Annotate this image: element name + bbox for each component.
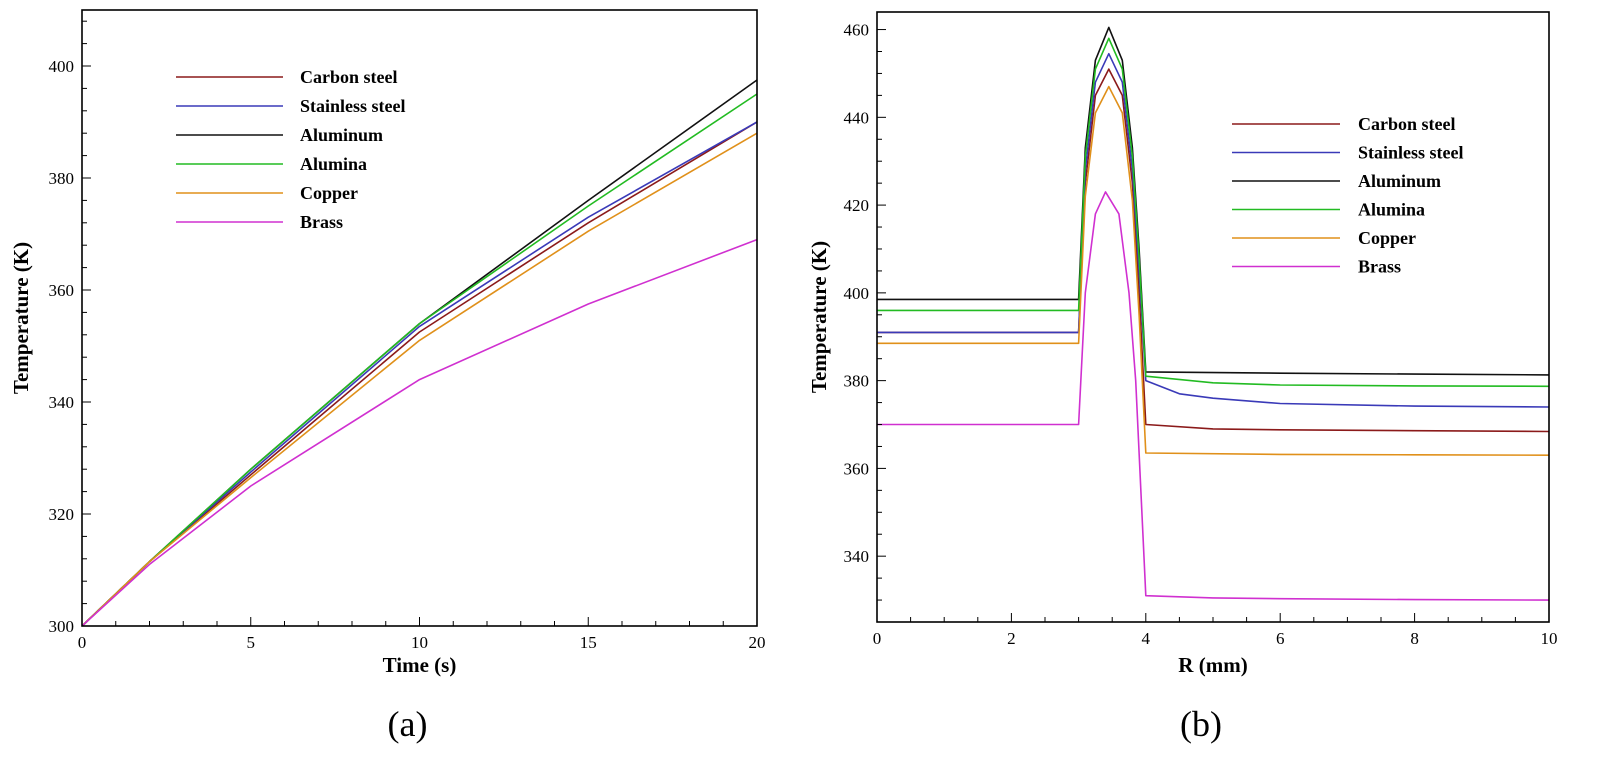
series-line-carbon-steel [81,121,758,627]
x-tick-label: 5 [247,633,256,652]
legend-label-alumina: Alumina [1358,200,1425,220]
y-tick-label: 440 [844,108,870,127]
legend-label-stainless-steel: Stainless steel [300,96,406,116]
y-axis-title: Temperature (K) [9,242,33,394]
legend-label-copper: Copper [1358,228,1416,248]
legend: Carbon steel Stainless steel Aluminum Alumi… [1232,114,1464,277]
y-tick-label: 340 [49,393,75,412]
x-tick-label: 20 [749,633,766,652]
x-tick-label: 10 [411,633,428,652]
series-line-brass [81,238,758,627]
panel-label: (b) [1180,704,1222,744]
panel-a: 0 5 10 15 20 300 320 340 360 380 400 Time (s) Temper… [9,9,766,744]
y-tick-label: 380 [49,169,75,188]
legend-label-carbon-steel: Carbon steel [1358,114,1456,134]
series-line-copper [877,85,1550,457]
x-tick-label: 8 [1410,629,1419,648]
legend-label-carbon-steel: Carbon steel [300,67,398,87]
series-line-brass [877,191,1550,601]
panel-b: 0 2 4 6 8 10 340 360 380 400 420 440 460 R (mm) Temper… [807,11,1558,744]
series-line-stainless-steel [877,52,1550,408]
series-line-aluminum [877,26,1550,376]
x-tick-label: 0 [873,629,882,648]
legend-label-aluminum: Aluminum [1358,171,1441,191]
y-tick-label: 320 [49,505,75,524]
x-tick-label: 4 [1142,629,1151,648]
y-tick-label: 460 [844,21,870,40]
y-tick-label: 300 [49,617,75,636]
series-line-alumina [877,37,1550,388]
legend-label-copper: Copper [300,183,358,203]
plot-frame [876,11,1550,623]
legend-label-stainless-steel: Stainless steel [1358,143,1464,163]
x-axis-title: R (mm) [1178,653,1247,677]
y-tick-label: 340 [844,547,870,566]
x-tick-label: 15 [580,633,597,652]
x-tick-label: 10 [1541,629,1558,648]
x-tick-label: 6 [1276,629,1285,648]
y-axis-title: Temperature (K) [807,241,831,393]
panel-label: (a) [388,704,428,744]
x-tick-label: 2 [1007,629,1016,648]
legend-label-brass: Brass [1358,257,1401,277]
y-tick-label: 400 [844,284,870,303]
legend: Carbon steel Stainless steel Aluminum Alumi… [176,67,406,232]
y-tick-label: 400 [49,57,75,76]
legend-label-alumina: Alumina [300,154,367,174]
x-tick-label: 0 [78,633,87,652]
x-axis-title: Time (s) [383,653,457,677]
y-tick-label: 360 [49,281,75,300]
y-tick-label: 420 [844,196,870,215]
y-tick-label: 380 [844,372,870,391]
legend-label-aluminum: Aluminum [300,125,383,145]
y-tick-label: 360 [844,459,870,478]
series-line-copper [81,132,758,627]
series-line-stainless-steel [81,121,758,627]
legend-label-brass: Brass [300,212,343,232]
series-line-alumina [81,93,758,627]
